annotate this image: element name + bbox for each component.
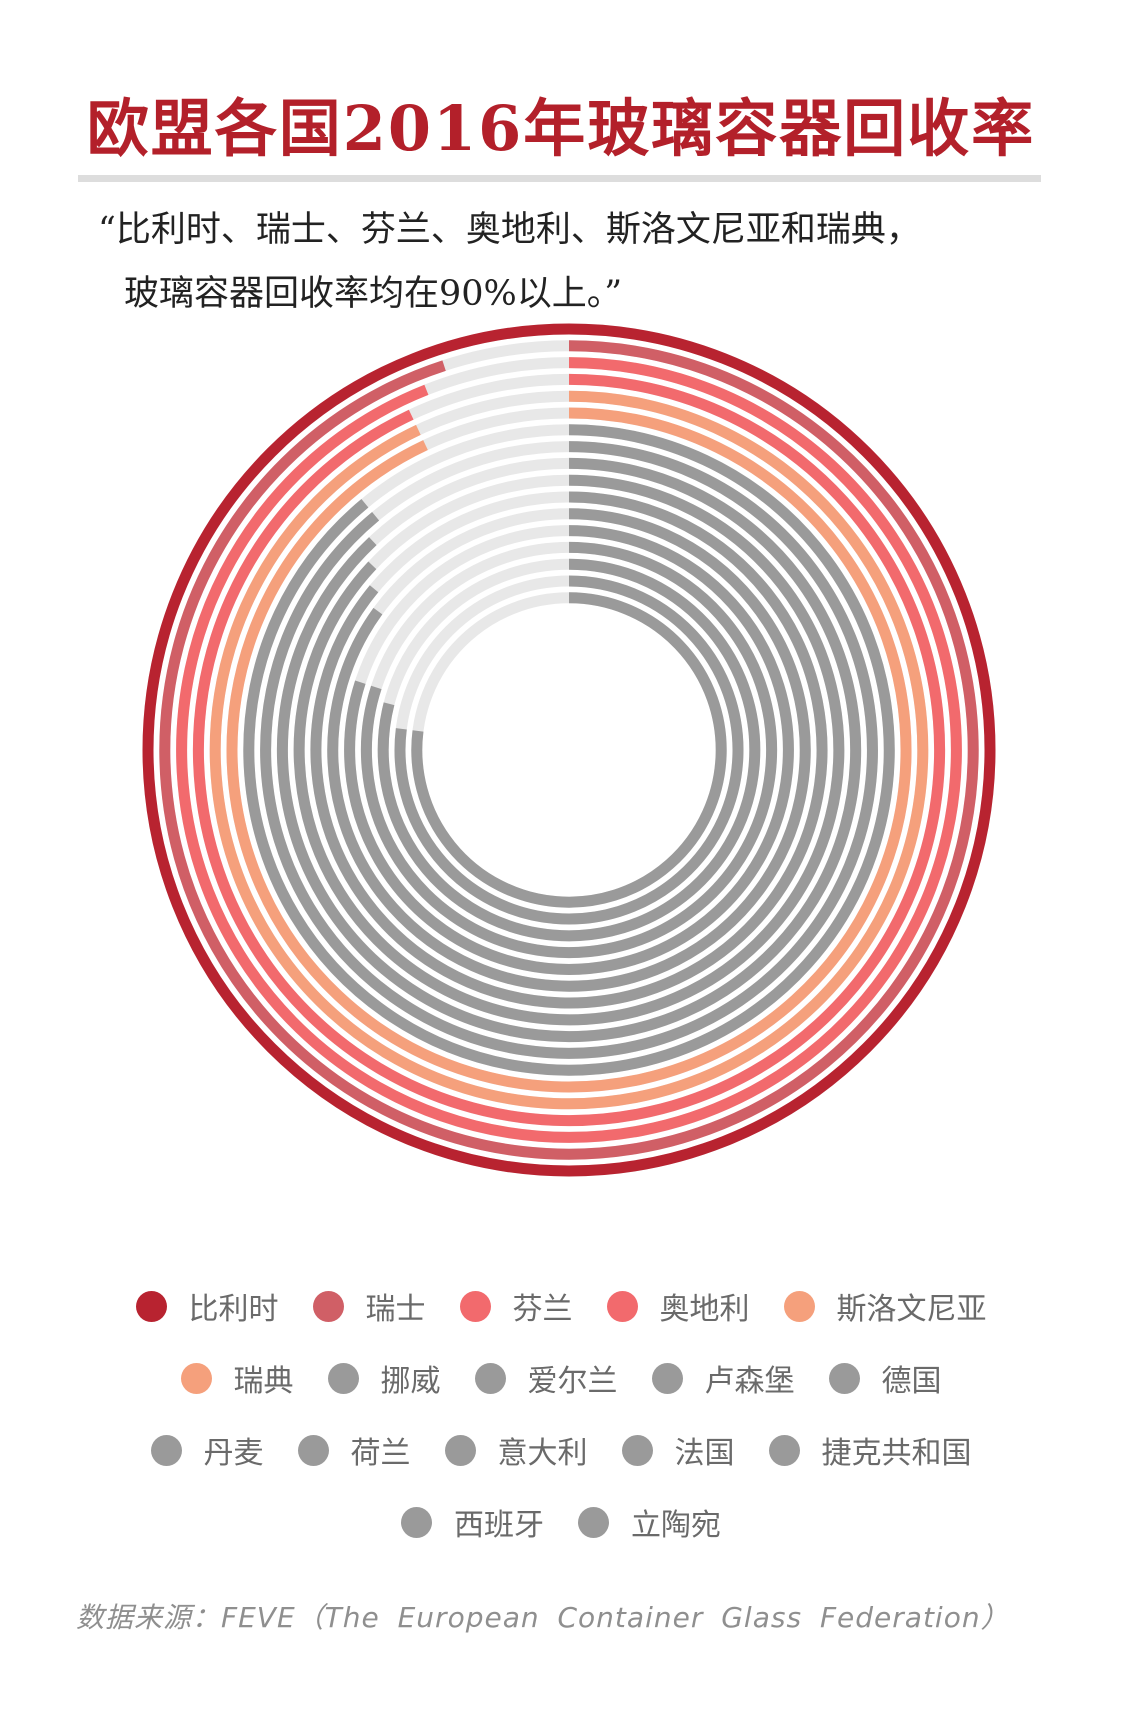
legend-label: 斯洛文尼亚 xyxy=(836,1292,987,1327)
legend-label: 芬兰 xyxy=(512,1292,573,1327)
legend-swatch-icon xyxy=(651,1362,683,1394)
legend-label: 挪威 xyxy=(380,1364,441,1399)
legend-item: 奥地利 xyxy=(606,1284,750,1328)
legend-label: 比利时 xyxy=(188,1292,279,1327)
legend-item: 立陶宛 xyxy=(578,1500,721,1544)
ring-bar-15 xyxy=(377,558,761,942)
legend-swatch-icon xyxy=(783,1290,815,1322)
legend-swatch-icon xyxy=(828,1362,860,1394)
legend-swatch-icon xyxy=(578,1506,609,1538)
legend-item: 瑞士 xyxy=(312,1284,426,1328)
legend-item: 瑞典 xyxy=(180,1356,294,1400)
legend-swatch-icon xyxy=(621,1434,653,1466)
legend-row: 丹麦 荷兰 意大利 法国 捷克共和国 xyxy=(0,1414,1122,1486)
ring-bar-7 xyxy=(243,424,895,1076)
summary-quote: “比利时、瑞士、芬兰、奥地利、斯洛文尼亚和瑞典， 玻璃容器回收率均在90%以上。… xyxy=(98,198,1058,326)
ring-bar-10 xyxy=(293,474,845,1026)
legend-label: 德国 xyxy=(881,1364,942,1399)
legend-label: 捷克共和国 xyxy=(821,1436,972,1471)
legend-swatch-icon xyxy=(768,1434,800,1466)
legend-item: 芬兰 xyxy=(459,1284,573,1328)
legend-item: 比利时 xyxy=(135,1284,279,1328)
quote-line-2: 玻璃容器回收率均在90%以上。” xyxy=(124,274,623,314)
legend-swatch-icon xyxy=(180,1362,212,1394)
legend-swatch-icon xyxy=(459,1290,491,1322)
ring-bar-13 xyxy=(344,525,794,975)
legend-item: 捷克共和国 xyxy=(768,1428,972,1472)
legend-label: 瑞士 xyxy=(365,1292,426,1327)
legend-swatch-icon xyxy=(444,1434,476,1466)
quote-line-1: “比利时、瑞士、芬兰、奥地利、斯洛文尼亚和瑞典， xyxy=(98,210,921,250)
ring-bar-5 xyxy=(209,390,929,1110)
ring-bar-17 xyxy=(411,592,727,908)
legend-label: 西班牙 xyxy=(454,1508,544,1543)
legend-item: 挪威 xyxy=(327,1356,441,1400)
legend-swatch-icon xyxy=(606,1290,638,1322)
legend-swatch-icon xyxy=(474,1362,506,1394)
legend-item: 斯洛文尼亚 xyxy=(783,1284,987,1328)
ring-bar-3 xyxy=(176,357,962,1143)
ring-bar-16 xyxy=(394,575,744,925)
legend-item: 德国 xyxy=(828,1356,942,1400)
legend-item: 卢森堡 xyxy=(651,1356,795,1400)
ring-bar-14 xyxy=(360,541,778,959)
legend-item: 意大利 xyxy=(444,1428,588,1472)
legend-swatch-icon xyxy=(327,1362,359,1394)
ring-bar-1 xyxy=(142,323,996,1177)
chart-legend: 比利时 瑞士 芬兰 奥地利 斯洛文尼亚瑞典 挪威 爱尔兰 卢森堡 德国丹麦 荷兰 意大利 法国 捷克共和… xyxy=(0,1270,1122,1558)
legend-label: 立陶宛 xyxy=(631,1508,721,1543)
radial-bar-chart xyxy=(142,323,996,1177)
ring-bar-11 xyxy=(310,491,828,1009)
page-title: 欧盟各国2016年玻璃容器回收率 xyxy=(86,92,1036,165)
ring-bar-9 xyxy=(276,457,862,1043)
legend-label: 爱尔兰 xyxy=(527,1364,618,1399)
legend-item: 法国 xyxy=(621,1428,735,1472)
legend-swatch-icon xyxy=(150,1434,182,1466)
legend-item: 西班牙 xyxy=(401,1500,544,1544)
legend-label: 卢森堡 xyxy=(704,1364,795,1399)
legend-item: 荷兰 xyxy=(297,1428,411,1472)
legend-row: 比利时 瑞士 芬兰 奥地利 斯洛文尼亚 xyxy=(0,1270,1122,1342)
legend-swatch-icon xyxy=(297,1434,329,1466)
legend-label: 意大利 xyxy=(497,1436,588,1471)
ring-bar-4 xyxy=(192,373,946,1127)
legend-label: 瑞典 xyxy=(233,1364,294,1399)
title-divider xyxy=(78,175,1041,182)
data-source: 数据来源：FEVE（The European Container Glass F… xyxy=(76,1601,1010,1634)
legend-label: 丹麦 xyxy=(203,1436,264,1471)
ring-bar-8 xyxy=(260,441,878,1059)
legend-row: 瑞典 挪威 爱尔兰 卢森堡 德国 xyxy=(0,1342,1122,1414)
legend-item: 爱尔兰 xyxy=(474,1356,618,1400)
legend-label: 荷兰 xyxy=(350,1436,411,1471)
legend-swatch-icon xyxy=(135,1290,167,1322)
legend-label: 法国 xyxy=(674,1436,735,1471)
ring-bar-12 xyxy=(327,508,811,992)
ring-bar-6 xyxy=(226,407,912,1093)
legend-label: 奥地利 xyxy=(659,1292,750,1327)
legend-row: 西班牙 立陶宛 xyxy=(0,1486,1122,1558)
legend-swatch-icon xyxy=(401,1506,432,1538)
ring-bar-2 xyxy=(159,340,979,1160)
legend-swatch-icon xyxy=(312,1290,344,1322)
legend-item: 丹麦 xyxy=(150,1428,264,1472)
